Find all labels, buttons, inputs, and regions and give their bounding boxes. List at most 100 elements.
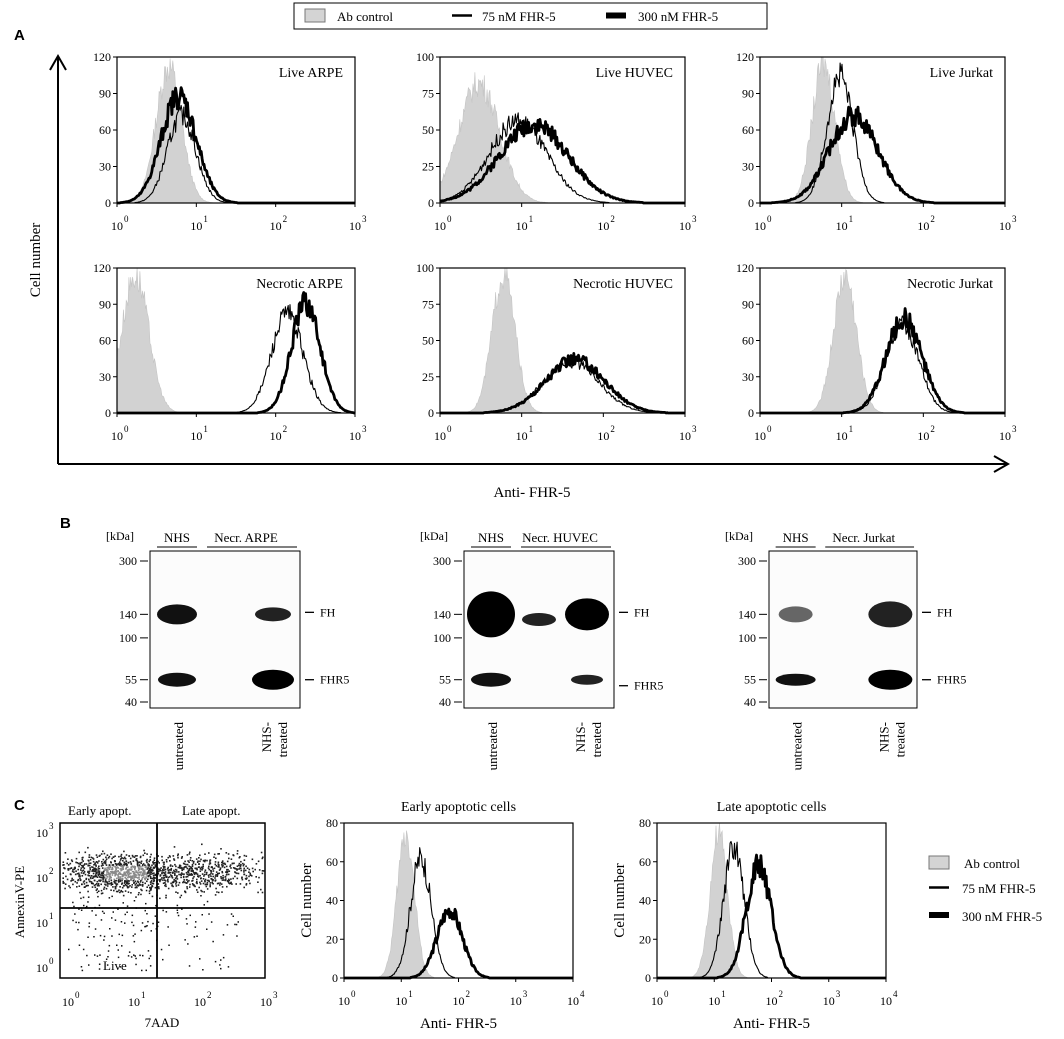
legend-label-ab-control: Ab control <box>337 9 393 24</box>
dot-event <box>209 885 211 888</box>
dot-event <box>135 963 137 966</box>
dot-event <box>173 869 175 872</box>
dot-event <box>219 867 222 869</box>
dot-event <box>121 886 124 889</box>
dot-event <box>238 868 240 870</box>
dot-event <box>226 868 228 871</box>
dot-event <box>101 876 103 879</box>
dot-event <box>105 887 108 890</box>
dot-event <box>117 875 120 878</box>
y-tick-label: 60 <box>639 855 651 869</box>
dot-event <box>230 913 233 915</box>
dot-event <box>208 865 210 868</box>
blot-band <box>157 604 197 625</box>
dot-event <box>119 872 122 875</box>
dot-event <box>149 955 152 957</box>
dot-event <box>162 958 164 961</box>
marker-label: 300 <box>433 554 451 568</box>
dot-event <box>181 867 183 870</box>
dot-event <box>62 882 65 884</box>
dot-event <box>150 889 152 891</box>
dot-event <box>245 855 248 857</box>
series-75-nm-fhr-5 <box>344 847 573 979</box>
dot-event <box>134 880 137 883</box>
dot-event <box>90 877 92 880</box>
blot-band <box>775 673 816 686</box>
y-tick-label: 120 <box>736 261 754 275</box>
dot-event <box>87 846 89 849</box>
dot-event <box>96 888 98 890</box>
dot-event <box>131 884 133 886</box>
dot-event <box>119 891 121 894</box>
x-tick-label: 10 <box>270 219 282 233</box>
dot-event <box>105 877 108 880</box>
dot-event <box>239 856 241 858</box>
y-tick-label: 25 <box>422 370 434 384</box>
dot-event <box>175 883 177 885</box>
dot-event <box>180 872 183 874</box>
dot-event <box>112 911 114 913</box>
dot-x-tick-label: 10 <box>128 995 140 1009</box>
dot-event <box>136 871 138 874</box>
dot-event <box>115 890 118 893</box>
dot-event <box>211 878 213 880</box>
dot-event <box>90 875 93 877</box>
dot-plot-x-label: 7AAD <box>145 1015 180 1030</box>
dot-event <box>210 872 212 875</box>
dot-event <box>83 904 85 907</box>
dot-event <box>97 871 99 873</box>
band-label-fhr5: FHR5 <box>937 673 966 687</box>
dot-event <box>209 862 212 865</box>
dot-event <box>249 872 251 875</box>
dot-event <box>71 877 73 880</box>
dot-event <box>240 860 242 863</box>
dot-event <box>185 866 188 868</box>
dot-event <box>192 862 195 864</box>
dot-event <box>196 881 198 883</box>
dot-event <box>203 875 205 877</box>
dot-event <box>224 863 227 866</box>
dot-event <box>196 873 199 876</box>
dot-event <box>125 877 127 880</box>
dot-event <box>167 878 169 881</box>
dot-event <box>135 874 138 876</box>
dot-event <box>176 875 178 877</box>
dot-event <box>120 921 123 923</box>
dot-event <box>123 873 125 876</box>
dot-event <box>103 886 106 889</box>
dot-event <box>88 872 90 874</box>
dot-event <box>112 886 114 888</box>
dot-event <box>212 940 214 943</box>
dot-event <box>129 876 131 878</box>
dot-event <box>196 878 198 881</box>
dot-event <box>100 892 103 895</box>
x-tick-exponent: 0 <box>664 989 669 999</box>
dot-event <box>152 866 155 869</box>
dot-event <box>88 922 91 924</box>
dot-event <box>153 872 155 874</box>
x-tick-label: 10 <box>679 219 691 233</box>
dot-event <box>234 867 236 869</box>
lane-label-untreated: untreated <box>485 722 500 771</box>
dot-event <box>111 864 114 866</box>
dot-event <box>114 882 117 884</box>
blot-band <box>255 607 291 622</box>
dot-event <box>110 876 112 879</box>
dot-event <box>123 882 126 884</box>
dot-event <box>88 925 90 928</box>
dot-event <box>149 965 152 967</box>
dot-event <box>226 924 229 926</box>
dot-event <box>167 876 169 879</box>
dot-event <box>95 872 97 875</box>
dot-event <box>120 869 122 872</box>
dot-event <box>163 861 165 864</box>
dot-event <box>159 869 162 872</box>
dot-event <box>76 886 78 888</box>
dot-event <box>227 873 230 876</box>
dot-event <box>159 868 161 871</box>
dot-event <box>121 877 124 880</box>
dot-event <box>125 860 128 863</box>
dot-event <box>95 883 98 885</box>
dot-event <box>142 869 144 871</box>
